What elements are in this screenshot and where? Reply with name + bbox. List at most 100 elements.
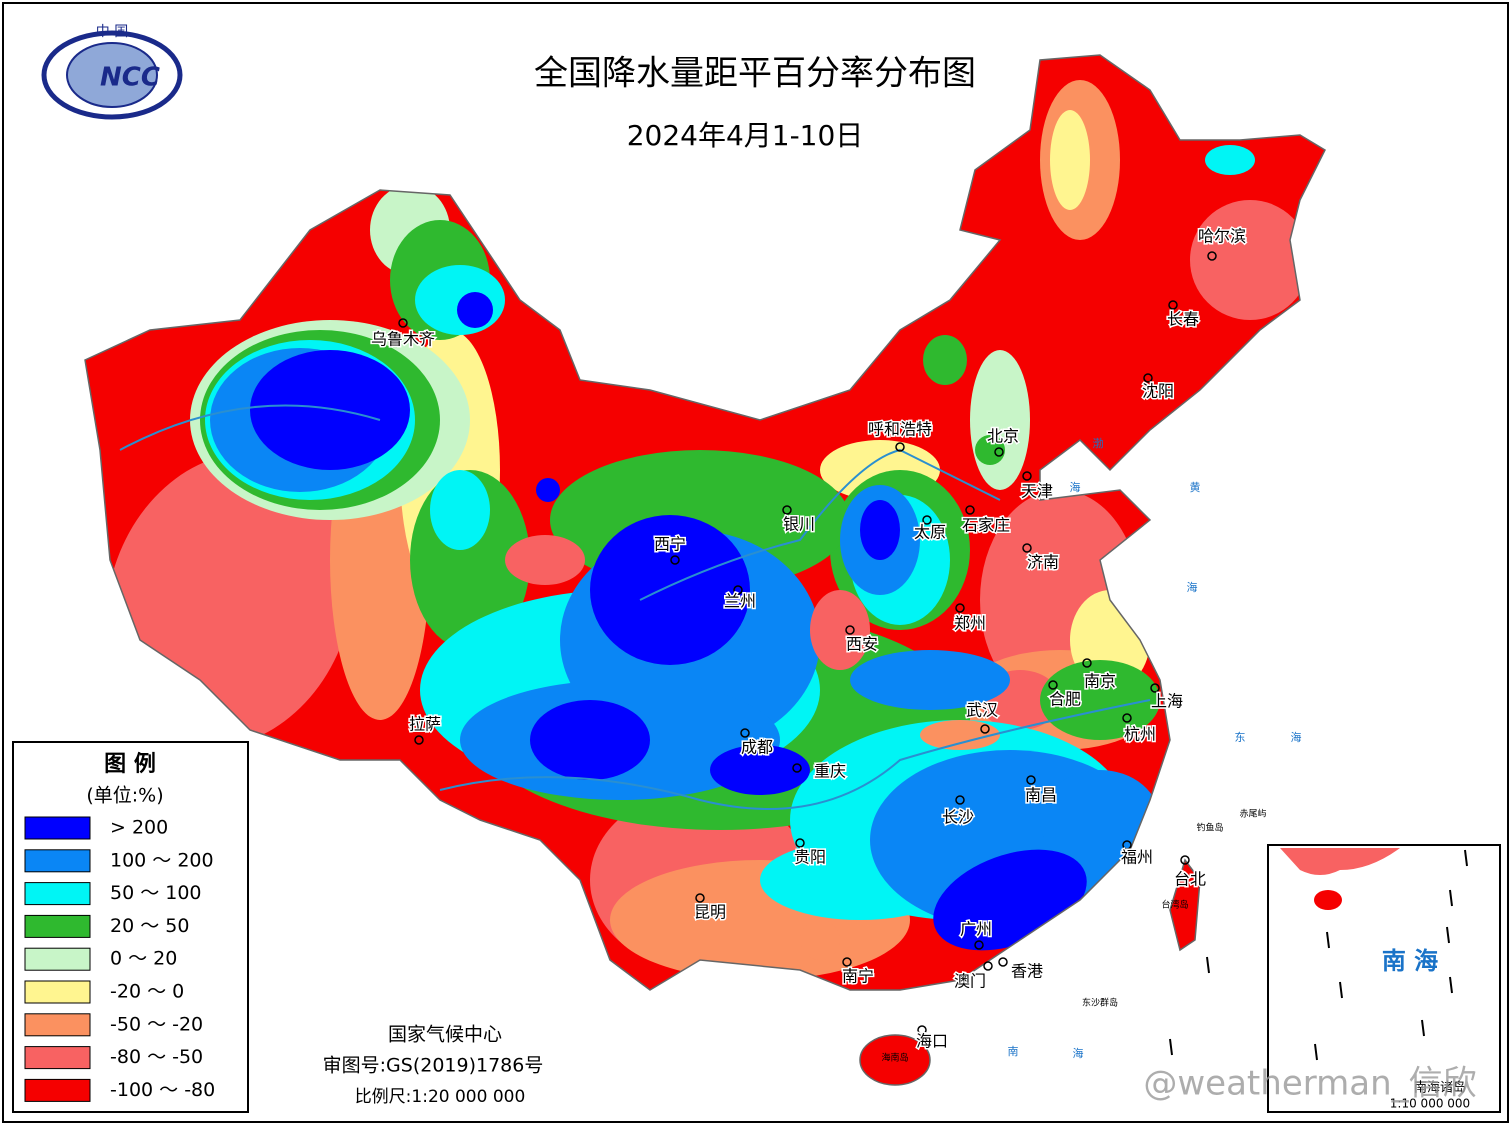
contour-region (1205, 145, 1255, 175)
city-marker (1168, 300, 1178, 310)
city-label: 杭州 (1124, 725, 1156, 744)
contour-region (250, 350, 410, 470)
city-label: 澳门 (954, 972, 986, 991)
city-label: 长沙 (942, 808, 974, 827)
contour-region (1190, 200, 1310, 320)
title: 全国降水量距平百分率分布图 (534, 54, 976, 94)
legend-swatch (24, 1013, 91, 1037)
contour-region (457, 292, 493, 328)
river (119, 404, 1151, 810)
city-label: 武汉 (966, 701, 998, 720)
place-label: 东沙群岛 (1082, 997, 1118, 1009)
sea-label: 海 (1187, 580, 1198, 594)
legend-swatch (24, 1046, 91, 1070)
city-label: 乌鲁木齐 (371, 330, 435, 349)
place-label: 赤尾屿 (1239, 809, 1266, 820)
city-label: 南宁 (842, 967, 874, 986)
contour-region (860, 500, 900, 560)
contour-region (1050, 110, 1090, 210)
legend-label: 20 ～ 50 (110, 915, 189, 937)
place-label: 海南岛 (881, 1052, 908, 1064)
city-label: 太原 (914, 523, 946, 542)
sea-label: 海 (1070, 480, 1081, 494)
inset-island (1314, 890, 1342, 910)
city-marker (1048, 680, 1058, 690)
city-marker (670, 555, 680, 565)
city-marker (733, 585, 743, 595)
legend-swatch (24, 849, 91, 873)
contour-region (850, 650, 1010, 710)
sea-label: 南 (1008, 1045, 1019, 1058)
city-marker (980, 724, 990, 734)
legend-title: 图 例 (104, 752, 156, 777)
inset-land (1280, 848, 1400, 875)
city-marker (974, 940, 984, 950)
city-marker (1022, 543, 1032, 553)
contour-region (505, 535, 585, 585)
logo-ring (41, 30, 183, 120)
city-marker (1022, 471, 1032, 481)
city-marker (895, 442, 905, 452)
city-label: 天津 (1021, 482, 1053, 501)
city-marker (965, 505, 975, 515)
city-label: 银川 (783, 515, 815, 534)
city-marker (695, 893, 705, 903)
contour-region (970, 350, 1030, 490)
city-label: 福州 (1121, 848, 1153, 867)
logo-text: NCC (100, 63, 160, 93)
contour-region (530, 700, 650, 780)
city-marker (842, 957, 852, 967)
city-marker (414, 735, 424, 745)
legend-swatch (24, 947, 91, 971)
city-marker (917, 1025, 927, 1035)
city-label: 呼和浩特 (868, 420, 932, 439)
legend-label: 50 ～ 100 (110, 882, 202, 904)
city-label: 北京 (987, 427, 1019, 446)
boundary-dash (1314, 1043, 1318, 1061)
city-label: 台北 (1174, 870, 1206, 889)
place-label: 钓鱼岛 (1196, 822, 1223, 834)
boundary-dash (1326, 931, 1330, 949)
city-marker (1122, 713, 1132, 723)
city-marker (795, 838, 805, 848)
contour-region (923, 335, 967, 385)
legend-swatch (24, 816, 91, 840)
city-marker (1150, 683, 1160, 693)
city-label: 沈阳 (1142, 382, 1174, 401)
city-marker (398, 318, 408, 328)
legend-unit: (单位:%) (86, 785, 163, 807)
city-label: 合肥 (1049, 690, 1081, 709)
city-marker (998, 957, 1008, 967)
city-label: 石家庄 (962, 516, 1010, 535)
logo-globe (66, 42, 158, 108)
city-marker (1082, 658, 1092, 668)
sea-label: 海 (1291, 730, 1302, 744)
city-marker (983, 961, 993, 971)
contour-region (536, 478, 560, 502)
inset-caption: 南海诸岛 (1414, 1080, 1466, 1096)
city-marker (782, 505, 792, 515)
inset-label: 南 海 (1382, 947, 1438, 975)
boundary-dash (1464, 849, 1468, 867)
city-marker (1122, 840, 1132, 850)
contour-region (590, 515, 750, 665)
logo: 中 国 NCC (41, 24, 183, 120)
contour-region (800, 920, 840, 960)
footer-scale: 比例尺:1:20 000 000 (355, 1087, 526, 1107)
legend-label: -20 ～ 0 (110, 981, 184, 1003)
legend-label: -50 ～ -20 (110, 1013, 203, 1035)
boundary-dash (1421, 1019, 1425, 1037)
city-label: 南京 (1084, 672, 1116, 691)
inset-map (1280, 848, 1400, 910)
city-marker (740, 728, 750, 738)
city-marker (955, 795, 965, 805)
city-marker (994, 447, 1004, 457)
logo-top: 中 国 (96, 24, 128, 40)
legend-swatch (24, 882, 91, 906)
legend-label: -100 ～ -80 (110, 1079, 215, 1101)
legend-label: -80 ～ -50 (110, 1046, 203, 1068)
legend-swatch (24, 914, 91, 938)
city-marker (1026, 775, 1036, 785)
contour-region (975, 435, 1005, 465)
city-marker (1207, 251, 1217, 261)
